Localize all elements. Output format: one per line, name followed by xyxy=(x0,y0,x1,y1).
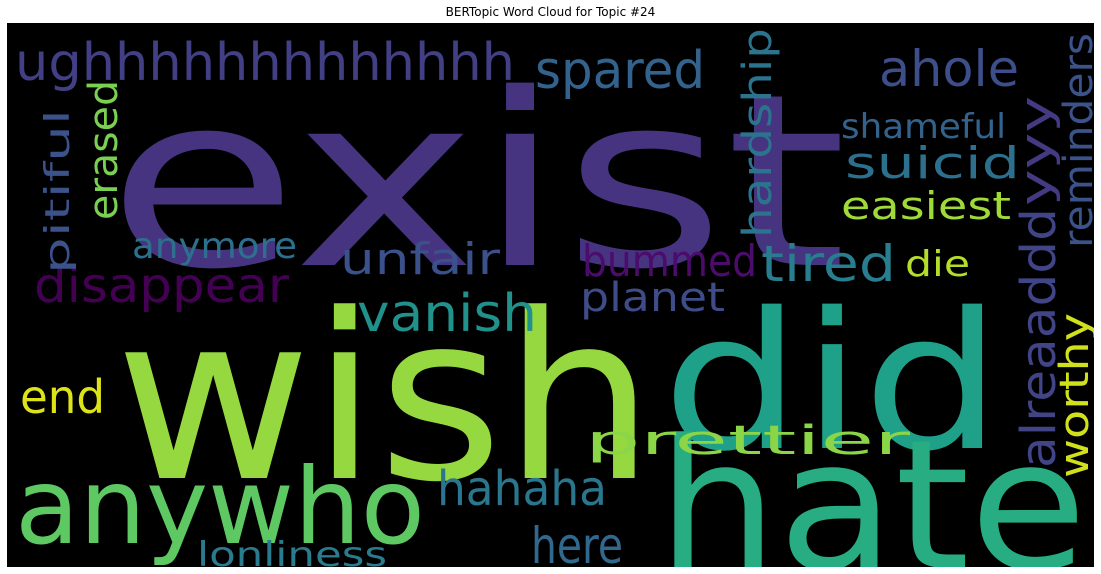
word-worthy: worthy xyxy=(1052,313,1094,478)
word-disappear: disappear xyxy=(34,258,289,314)
word-anywho: anywho xyxy=(15,446,425,567)
word-alreaaddd: alreaaddd xyxy=(1011,208,1067,468)
word-easiest: easiest xyxy=(841,184,1011,228)
word-wish: wish xyxy=(115,266,655,533)
word-bummed: bummed xyxy=(582,236,757,287)
word-erased: erased xyxy=(81,80,127,220)
word-suicid: suicid xyxy=(845,138,1020,189)
word-ahole: ahole xyxy=(879,40,1019,98)
word-shameful: shameful xyxy=(841,107,1006,147)
word-did: did xyxy=(662,272,1002,493)
word-die: die xyxy=(905,244,970,285)
word-hahaha: hahaha xyxy=(437,461,607,517)
word-pitiful: pitiful xyxy=(38,109,78,274)
word-spared: spared xyxy=(535,41,705,101)
word-planet: planet xyxy=(580,275,725,321)
word-yyy: yyy xyxy=(1011,96,1062,206)
chart-title: BERTopic Word Cloud for Topic #24 xyxy=(445,5,656,19)
word-lonliness: lonliness xyxy=(197,535,387,567)
word-here: here xyxy=(531,517,623,567)
word-hardship: hardship xyxy=(735,28,781,238)
word-vanish: vanish xyxy=(357,284,537,344)
word-exist: exist xyxy=(107,42,847,322)
word-tired: tired xyxy=(761,235,896,293)
word-prettier: prettier xyxy=(585,418,911,464)
word-unfair: unfair xyxy=(340,234,501,285)
word-ughhhhhhhhhhhhh: ughhhhhhhhhhhhh xyxy=(15,33,515,93)
word-anymore: anymore xyxy=(132,226,297,267)
word-reminders: reminders xyxy=(1056,33,1094,248)
word-hate: hate xyxy=(657,402,1087,567)
word-end: end xyxy=(20,370,105,424)
word-cloud-canvas: exist wish did hate anywho ughhhhhhhhhhhhh spa… xyxy=(7,23,1094,567)
